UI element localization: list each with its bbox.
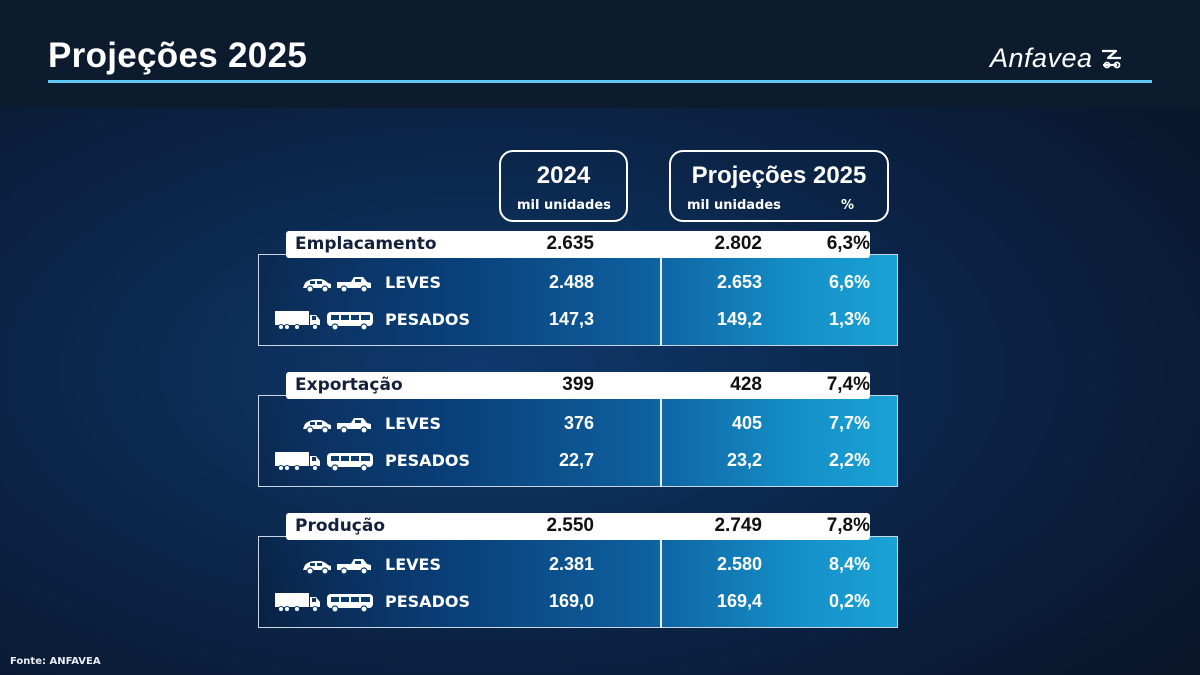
truck-bus-icon [273,590,375,614]
header-2024-box: 2024 mil unidades [499,150,628,222]
section-header-bar [286,231,870,258]
row-pct: 8,4% [828,554,870,574]
table-row: PESADOS 169,0 169,4 0,2% [258,587,898,617]
section-1: Exportação 399 428 7,4% LEVES 376 405 7,7% PESAD… [258,372,898,490]
section-value-2024: 2.635 [546,233,594,254]
column-divider [660,513,662,628]
title-underline [48,80,1152,83]
row-pct: 2,2% [828,450,870,470]
table-row: LEVES 2.488 2.653 6,6% [258,268,898,298]
section-panel [258,254,898,346]
header-2025-pct: % [841,198,855,213]
header-2025-year: Projeções 2025 [691,162,867,189]
row-label: LEVES [385,273,441,292]
table-row: PESADOS 22,7 23,2 2,2% [258,446,898,476]
table-row: LEVES 2.381 2.580 8,4% [258,550,898,580]
row-pct: 6,6% [828,272,870,292]
section-value-2024: 399 [562,374,594,395]
section-2: Produção 2.550 2.749 7,8% LEVES 2.381 2.580 8,4… [258,513,898,631]
logo-text: Anfavea [990,42,1093,73]
row-value-2025: 169,4 [716,591,762,611]
header-2024-unit: mil unidades [517,198,611,213]
source-note: Fonte: ANFAVEA [10,656,101,667]
row-value-2025: 2.653 [716,272,762,292]
car-pickup-icon [301,412,373,436]
car-pickup-icon [301,271,373,295]
truck-bus-icon [273,449,375,473]
section-pct: 7,4% [826,374,870,395]
logo-mark-icon [1101,49,1121,69]
row-value-2025: 405 [731,413,762,433]
row-label: LEVES [385,555,441,574]
header-2025-box: Projeções 2025 mil unidades % [669,150,889,222]
row-value-2024: 376 [563,413,594,433]
row-label: LEVES [385,414,441,433]
row-pct: 7,7% [828,413,870,433]
section-0: Emplacamento 2.635 2.802 6,3% LEVES 2.488 2.65… [258,231,898,349]
section-header-bar [286,372,870,399]
section-value-2025: 2.749 [714,515,762,536]
section-panel [258,395,898,487]
section-label: Emplacamento [295,234,437,254]
row-label: PESADOS [385,310,470,329]
row-value-2024: 2.381 [548,554,594,574]
slide-header: Projeções 2025 Anfavea [0,0,1200,108]
row-value-2024: 22,7 [558,450,594,470]
slide-title: Projeções 2025 [48,36,308,75]
row-value-2024: 147,3 [548,309,594,329]
row-value-2025: 149,2 [716,309,762,329]
row-value-2024: 2.488 [548,272,594,292]
row-value-2024: 169,0 [548,591,594,611]
car-pickup-icon [301,553,373,577]
row-label: PESADOS [385,592,470,611]
header-2025-unit: mil unidades [687,198,781,213]
section-value-2024: 2.550 [546,515,594,536]
header-2024-year: 2024 [536,162,591,189]
section-pct: 6,3% [826,233,870,254]
row-value-2025: 23,2 [726,450,762,470]
section-header-bar [286,513,870,540]
section-value-2025: 2.802 [714,233,762,254]
table-row: LEVES 376 405 7,7% [258,409,898,439]
section-value-2025: 428 [730,374,762,395]
section-label: Exportação [295,375,403,395]
truck-bus-icon [273,308,375,332]
section-label: Produção [295,516,386,536]
anfavea-logo: Anfavea [990,42,1155,74]
table-row: PESADOS 147,3 149,2 1,3% [258,305,898,335]
column-divider [660,372,662,487]
section-pct: 7,8% [826,515,870,536]
column-divider [660,231,662,346]
row-value-2025: 2.580 [716,554,762,574]
row-pct: 1,3% [828,309,870,329]
row-pct: 0,2% [828,591,870,611]
row-label: PESADOS [385,451,470,470]
